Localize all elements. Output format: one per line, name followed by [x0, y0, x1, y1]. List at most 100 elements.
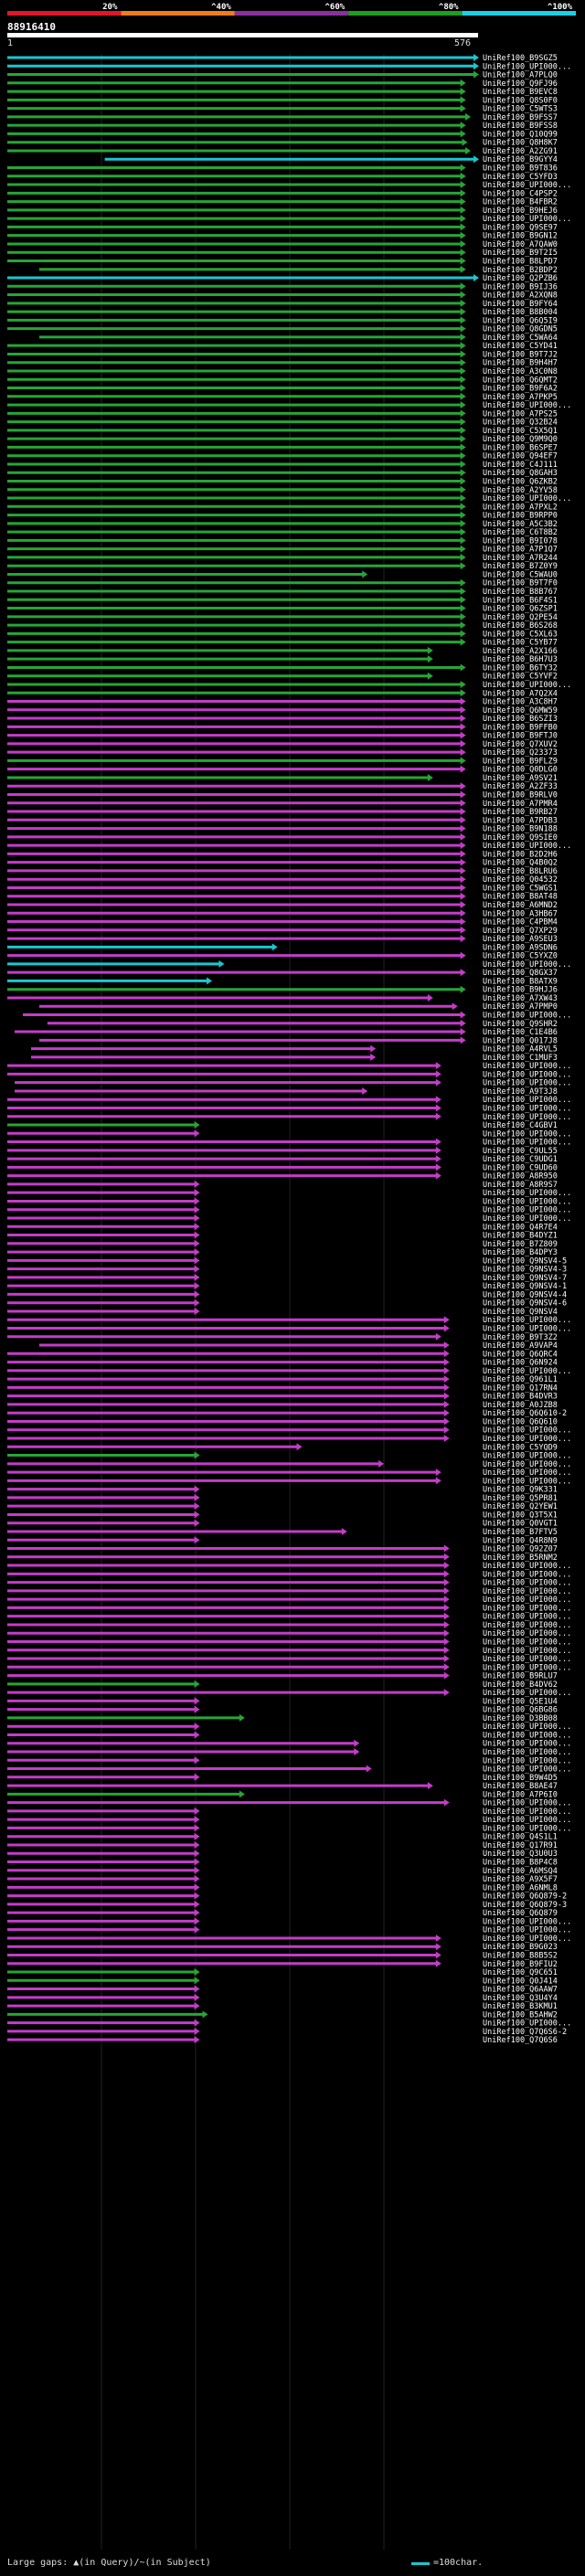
hit-label[interactable]: UniRef100_UPI000...	[483, 1477, 571, 1486]
hit-label[interactable]: UniRef100_Q94EF7	[483, 452, 558, 461]
hit-label[interactable]: UniRef100_UPI000...	[483, 215, 571, 224]
hit-label[interactable]: UniRef100_B2D2H6	[483, 850, 558, 859]
hit-label[interactable]: UniRef100_UPI000...	[483, 1096, 571, 1105]
hit-label[interactable]: UniRef100_C5XL63	[483, 630, 558, 639]
hit-label[interactable]: UniRef100_C5YD41	[483, 342, 558, 351]
hit-label[interactable]: UniRef100_A7R244	[483, 554, 558, 563]
hit-label[interactable]: UniRef100_B9RLU7	[483, 1672, 558, 1681]
hit-label[interactable]: UniRef100_UPI000...	[483, 1012, 571, 1021]
hit-label[interactable]: UniRef100_C5WA64	[483, 334, 558, 343]
hit-label[interactable]: UniRef100_Q7XUV2	[483, 740, 558, 749]
hit-label[interactable]: UniRef100_Q7XP29	[483, 927, 558, 936]
hit-label[interactable]: UniRef100_B8B767	[483, 588, 558, 597]
hit-label[interactable]: UniRef100_Q961L1	[483, 1375, 558, 1384]
hit-label[interactable]: UniRef100_Q4R8N9	[483, 1536, 558, 1545]
hit-label[interactable]: UniRef100_A7PS25	[483, 409, 558, 419]
hit-label[interactable]: UniRef100_C5YVF2	[483, 673, 558, 682]
hit-label[interactable]: UniRef100_B9FTJ0	[483, 732, 558, 741]
hit-label[interactable]: UniRef100_Q9K331	[483, 1486, 558, 1495]
hit-label[interactable]: UniRef100_Q6Q610	[483, 1417, 558, 1426]
hit-label[interactable]: UniRef100_C4PSP2	[483, 189, 558, 198]
hit-label[interactable]: UniRef100_Q6Q610-2	[483, 1409, 567, 1418]
hit-label[interactable]: UniRef100_A6NML8	[483, 1883, 558, 1892]
hit-label[interactable]: UniRef100_A9SV21	[483, 774, 558, 783]
hit-label[interactable]: UniRef100_Q5PR81	[483, 1494, 558, 1503]
hit-label[interactable]: UniRef100_Q9NSV4-3	[483, 1266, 567, 1275]
hit-label[interactable]: UniRef100_A7XW43	[483, 994, 558, 1003]
hit-label[interactable]: UniRef100_B9T3Z2	[483, 1333, 558, 1342]
hit-label[interactable]: UniRef100_UPI000...	[483, 842, 571, 851]
hit-label[interactable]: UniRef100_Q3T5X1	[483, 1511, 558, 1520]
hit-label[interactable]: UniRef100_UPI000...	[483, 62, 571, 71]
hit-label[interactable]: UniRef100_A7PMR4	[483, 800, 558, 809]
hit-label[interactable]: UniRef100_Q4R7E4	[483, 1223, 558, 1232]
hit-label[interactable]: UniRef100_A7PKP5	[483, 393, 558, 402]
hit-label[interactable]: UniRef100_Q5E1U4	[483, 1697, 558, 1706]
hit-label[interactable]: UniRef100_UPI000...	[483, 1807, 571, 1817]
hit-label[interactable]: UniRef100_B9SGZ5	[483, 54, 558, 63]
hit-label[interactable]: UniRef100_B6SZI3	[483, 715, 558, 724]
hit-label[interactable]: UniRef100_A9SDN6	[483, 943, 558, 952]
hit-label[interactable]: UniRef100_C9UL55	[483, 1147, 558, 1156]
hit-label[interactable]: UniRef100_C5YXZ0	[483, 952, 558, 961]
hit-label[interactable]: UniRef100_UPI000...	[483, 960, 571, 970]
hit-label[interactable]: UniRef100_B6F4S1	[483, 596, 558, 605]
hit-label[interactable]: UniRef100_UPI000...	[483, 1824, 571, 1833]
hit-label[interactable]: UniRef100_B9HJJ6	[483, 986, 558, 995]
hit-label[interactable]: UniRef100_UPI000...	[483, 1189, 571, 1198]
hit-label[interactable]: UniRef100_A2XQN8	[483, 292, 558, 301]
hit-label[interactable]: UniRef100_B5AHW2	[483, 2010, 558, 2019]
hit-label[interactable]: UniRef100_A5C3B2	[483, 520, 558, 529]
hit-label[interactable]: UniRef100_C5WTS3	[483, 105, 558, 114]
hit-label[interactable]: UniRef100_UPI000...	[483, 1426, 571, 1436]
hit-label[interactable]: UniRef100_Q3U0U3	[483, 1850, 558, 1859]
hit-label[interactable]: UniRef100_A7Q2X4	[483, 689, 558, 698]
hit-label[interactable]: UniRef100_UPI000...	[483, 1613, 571, 1622]
hit-label[interactable]: UniRef100_UPI000...	[483, 2019, 571, 2029]
hit-label[interactable]: UniRef100_UPI000...	[483, 1655, 571, 1664]
hit-label[interactable]: UniRef100_UPI000...	[483, 1748, 571, 1757]
hit-label[interactable]: UniRef100_A8R9S7	[483, 1181, 558, 1190]
hit-label[interactable]: UniRef100_UPI000...	[483, 1604, 571, 1613]
hit-label[interactable]: UniRef100_Q6QMT2	[483, 376, 558, 385]
hit-label[interactable]: UniRef100_C5YB77	[483, 639, 558, 648]
hit-label[interactable]: UniRef100_UPI000...	[483, 494, 571, 504]
hit-label[interactable]: UniRef100_Q04532	[483, 875, 558, 885]
hit-label[interactable]: UniRef100_B9F6A2	[483, 385, 558, 394]
hit-label[interactable]: UniRef100_Q6Q879-2	[483, 1892, 567, 1902]
hit-label[interactable]: UniRef100_B9FSS7	[483, 113, 558, 122]
hit-label[interactable]: UniRef100_Q6Q5I9	[483, 316, 558, 325]
hit-label[interactable]: UniRef100_B9T836	[483, 164, 558, 174]
hit-label[interactable]: UniRef100_C5X5Q1	[483, 427, 558, 436]
hit-label[interactable]: UniRef100_UPI000...	[483, 1104, 571, 1113]
hit-label[interactable]: UniRef100_Q6MW59	[483, 706, 558, 716]
hit-label[interactable]: UniRef100_A7PXL2	[483, 503, 558, 512]
hit-label[interactable]: UniRef100_Q9NSV4-7	[483, 1274, 567, 1283]
hit-label[interactable]: UniRef100_Q3U4Y4	[483, 1994, 558, 2003]
hit-label[interactable]: UniRef100_C5WAU0	[483, 570, 558, 579]
hit-label[interactable]: UniRef100_Q32B24	[483, 419, 558, 428]
hit-label[interactable]: UniRef100_Q10Q99	[483, 130, 558, 139]
hit-label[interactable]: UniRef100_UPI000...	[483, 1452, 571, 1461]
hit-label[interactable]: UniRef100_UPI000...	[483, 1367, 571, 1376]
hit-label[interactable]: UniRef100_Q2PZB6	[483, 274, 558, 283]
hit-label[interactable]: UniRef100_UPI000...	[483, 1206, 571, 1215]
hit-label[interactable]: UniRef100_UPI000...	[483, 1316, 571, 1325]
hit-label[interactable]: UniRef100_B4DVR3	[483, 1393, 558, 1402]
hit-label[interactable]: UniRef100_UPI000...	[483, 1325, 571, 1334]
hit-label[interactable]: UniRef100_A9SEU3	[483, 935, 558, 944]
hit-label[interactable]: UniRef100_A3C8H7	[483, 698, 558, 707]
hit-label[interactable]: UniRef100_Q6ZSP1	[483, 605, 558, 614]
hit-label[interactable]: UniRef100_UPI000...	[483, 1663, 571, 1672]
hit-label[interactable]: UniRef100_B9FLZ9	[483, 757, 558, 766]
hit-label[interactable]: UniRef100_Q6AAW7	[483, 1986, 558, 1995]
hit-label[interactable]: UniRef100_A0JZB8	[483, 1401, 558, 1410]
hit-label[interactable]: UniRef100_A2YV58	[483, 486, 558, 495]
hit-label[interactable]: UniRef100_A9VAP4	[483, 1341, 558, 1351]
hit-label[interactable]: UniRef100_A7P1Q7	[483, 546, 558, 555]
hit-label[interactable]: UniRef100_A7PLQ0	[483, 71, 558, 80]
hit-label[interactable]: UniRef100_B9T7F0	[483, 579, 558, 588]
hit-label[interactable]: UniRef100_Q9M9Q0	[483, 435, 558, 444]
hit-label[interactable]: UniRef100_UPI000...	[483, 181, 571, 190]
hit-label[interactable]: UniRef100_B9RLV0	[483, 790, 558, 800]
